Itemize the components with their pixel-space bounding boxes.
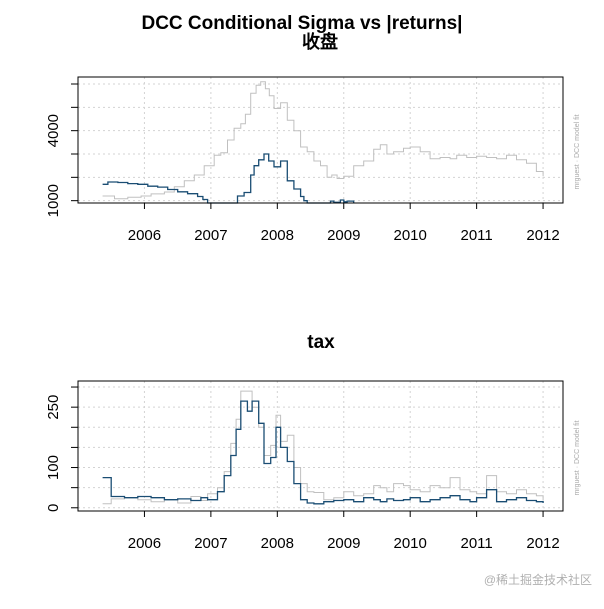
chart-title: DCC Conditional Sigma vs |returns|	[141, 13, 462, 34]
plot-frame	[77, 76, 564, 204]
x-tick-label-6: 2012	[526, 535, 559, 552]
plot-frame	[77, 380, 564, 512]
x-tick-label-0: 2006	[128, 535, 161, 552]
side-annotation: mrguest · DCC model fit	[574, 420, 581, 495]
x-tick-label-2: 2008	[261, 227, 294, 244]
tax-chart-title: tax	[307, 332, 335, 353]
watermark: @稀土掘金技术社区	[484, 572, 592, 587]
x-tick-label-1: 2007	[194, 227, 227, 244]
x-tick-label-4: 2010	[394, 227, 427, 244]
series-line-1	[102, 400, 544, 505]
x-tick-label-5: 2011	[460, 535, 492, 552]
panel-0: 2006 2007 2008 2009 2010 2011 2012 1000 4000 mrgu…	[45, 76, 581, 244]
side-annotation: mrguest · DCC model fit	[574, 114, 581, 189]
series-line-0	[102, 390, 544, 505]
x-tick-label-4: 2010	[394, 535, 427, 552]
x-tick-label-1: 2007	[194, 535, 227, 552]
x-tick-label-0: 2006	[128, 227, 161, 244]
x-tick-label-3: 2009	[327, 227, 360, 244]
x-tick-label-6: 2012	[526, 227, 559, 244]
series-line-0	[102, 81, 544, 200]
x-tick-label-5: 2011	[460, 227, 492, 244]
y-tick-label-0: 0	[45, 504, 62, 512]
y-tick-label-1: 100	[45, 455, 62, 480]
y-tick-label-1: 4000	[45, 114, 62, 147]
chart-subtitle: 收盘	[302, 31, 338, 53]
x-tick-label-2: 2008	[261, 535, 294, 552]
y-tick-label-0: 1000	[45, 184, 62, 217]
x-tick-label-3: 2009	[327, 535, 360, 552]
y-tick-label-2: 250	[45, 395, 62, 420]
panel-1: 2006 2007 2008 2009 2010 2011 2012 0 100 250 mrgue…	[45, 380, 581, 552]
